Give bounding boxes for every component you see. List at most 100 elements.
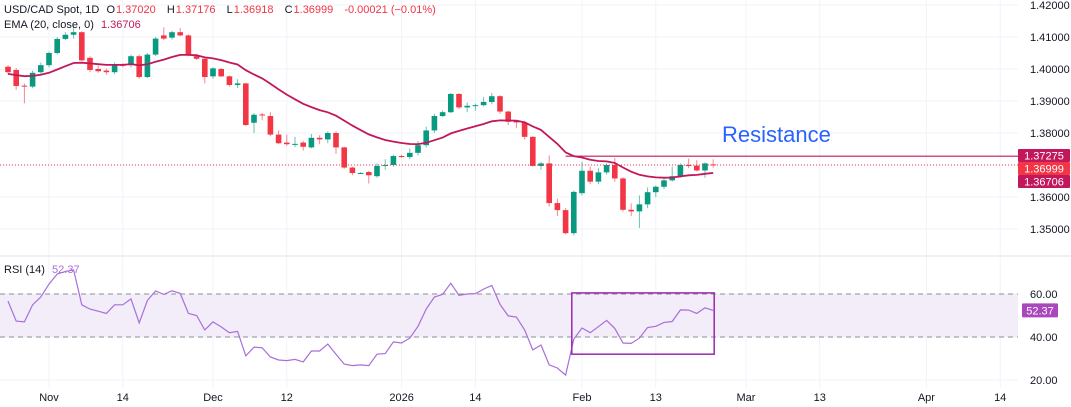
rsi-value: 52.37 (52, 264, 80, 276)
rsi-legend[interactable]: RSI (14) 52.37 (4, 264, 84, 276)
candle-down (612, 165, 618, 179)
candle-down (185, 35, 192, 55)
candle-up (390, 156, 397, 165)
candle-up (111, 64, 118, 73)
candle-up (653, 186, 659, 193)
candle-down (497, 96, 503, 112)
candle-up (464, 105, 470, 108)
candle-up (374, 165, 380, 177)
candle-up (579, 170, 585, 194)
last-price-price-label-bg (1018, 162, 1070, 175)
rsi-highlight-box (571, 292, 715, 355)
candle-down (562, 210, 569, 234)
candle-up (661, 180, 667, 187)
candle-down (366, 172, 372, 176)
candle-up (702, 163, 708, 171)
candle-up (603, 165, 610, 173)
time-tick-label: 13 (814, 392, 826, 404)
ema-label: EMA (20, close, 0) (4, 19, 94, 31)
time-tick-label: Feb (573, 392, 592, 404)
time-tick-label: 14 (994, 392, 1006, 404)
candle-down (5, 66, 11, 73)
candle-down (218, 69, 224, 77)
price-tick-label: 1.42000 (1030, 0, 1070, 12)
time-tick-label: Apr (918, 392, 935, 404)
candle-down (620, 178, 626, 210)
time-tick-label: 2026 (389, 392, 413, 404)
candle-down (193, 56, 200, 59)
candle-down (694, 165, 700, 171)
candle-down (587, 170, 593, 182)
candle-up (128, 56, 134, 66)
overlays (0, 54, 1018, 377)
ema-value: 1.36706 (100, 19, 141, 31)
candle-down (513, 121, 520, 123)
price-tick-label: 1.36000 (1030, 192, 1070, 204)
symbol-title[interactable]: USD/CAD Spot, 1D (4, 4, 100, 16)
candle-up (677, 165, 684, 177)
candle-up (292, 143, 298, 145)
open-label: O (106, 4, 115, 16)
candle-down (259, 114, 265, 116)
candle-down (79, 32, 85, 61)
candle-up (308, 137, 315, 148)
open-value: 1.37020 (116, 4, 156, 16)
candle-up (480, 101, 487, 106)
last-price-price-label: 1.36999 (1024, 164, 1064, 176)
rsi-price-label-bg (1022, 303, 1058, 318)
candles (5, 25, 716, 236)
price-tick-label: 1.41000 (1030, 32, 1070, 44)
candle-down (505, 111, 511, 122)
symbol-legend: USD/CAD Spot, 1D O1.37020 H1.37176 L1.36… (4, 4, 440, 16)
resistance-price-label: 1.37275 (1024, 151, 1064, 163)
rsi-tick-label: 20.00 (1030, 375, 1058, 387)
time-tick-label: 12 (281, 392, 293, 404)
ema-legend[interactable]: EMA (20, close, 0) 1.36706 (4, 19, 145, 31)
high-label: H (166, 4, 175, 16)
candle-down (95, 69, 101, 72)
close-label: C (284, 4, 293, 16)
candle-down (202, 58, 208, 77)
candle-up (152, 38, 159, 55)
candle-down (136, 56, 142, 77)
price-tick-label: 1.35000 (1030, 224, 1070, 236)
candle-up (407, 152, 413, 157)
candle-down (710, 164, 716, 166)
resistance-annotation: Resistance (722, 122, 831, 147)
ema-line (7, 54, 714, 179)
low-value: 1.36918 (233, 4, 274, 16)
candle-down (21, 85, 28, 87)
candle-up (29, 72, 36, 87)
rsi-line (7, 269, 714, 377)
candle-down (530, 136, 536, 166)
candle-up (234, 83, 241, 85)
candle-down (161, 35, 167, 39)
candle-up (571, 191, 577, 234)
time-tick-label: 14 (117, 392, 129, 404)
candle-up (46, 53, 52, 66)
candle-up (144, 54, 151, 77)
candle-down (300, 142, 306, 147)
candle-up (382, 165, 388, 166)
candle-up (38, 65, 44, 73)
axes: 1.42000 1.41000 1.40000 1.39000 1.38000 1.360… (39, 0, 1070, 404)
candle-up (415, 145, 421, 153)
candle-down (103, 70, 110, 73)
candle-up (431, 116, 438, 131)
candle-up (251, 114, 257, 123)
candle-up (472, 105, 479, 107)
candle-down (13, 69, 19, 86)
candle-down (398, 156, 405, 158)
candle-up (448, 93, 454, 113)
candle-up (357, 173, 364, 174)
candle-down (243, 83, 249, 125)
time-tick-label: Mar (737, 392, 756, 404)
candle-up (636, 204, 643, 212)
candle-down (267, 116, 274, 135)
time-tick-label: 14 (469, 392, 481, 404)
candle-down (456, 93, 462, 108)
candle-up (62, 34, 69, 39)
candle-down (226, 76, 233, 85)
candle-down (177, 32, 183, 36)
